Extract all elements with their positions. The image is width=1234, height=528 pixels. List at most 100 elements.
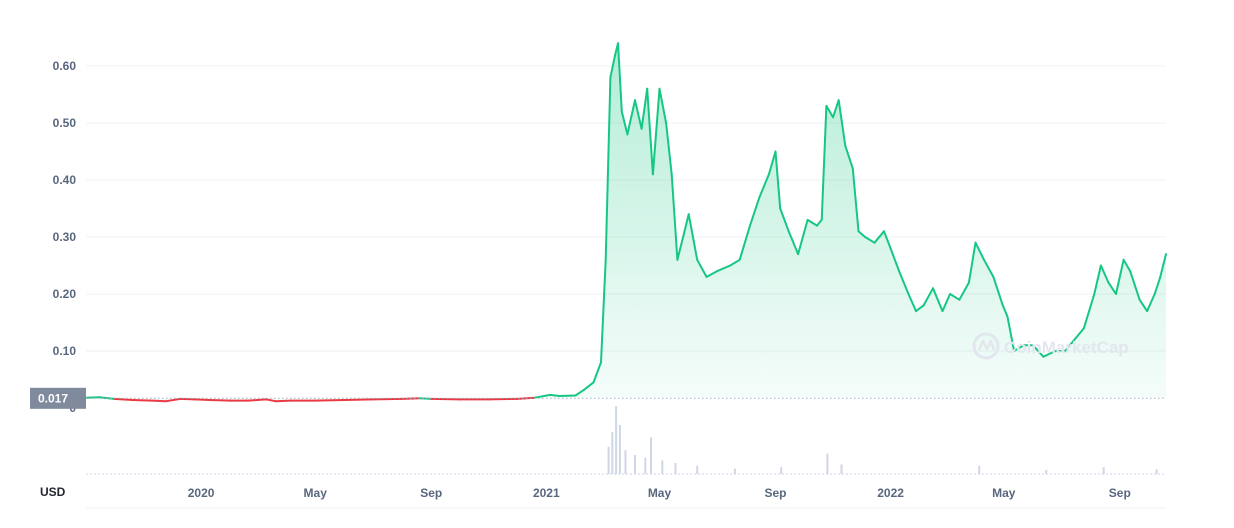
price-segment: [696, 258, 708, 278]
volume-bar: [650, 437, 652, 474]
price-area: [86, 43, 1166, 402]
price-segment: [949, 293, 961, 301]
price-segment: [749, 196, 761, 227]
volume-bar: [696, 465, 699, 474]
price-segment: [837, 99, 847, 147]
price-segment: [816, 218, 823, 227]
volume-bar: [1155, 469, 1158, 474]
y-tick-label: 0.40: [53, 173, 77, 187]
volume-bar: [634, 455, 636, 474]
price-segment: [738, 224, 751, 261]
price-segment: [758, 173, 770, 199]
price-segment: [274, 399, 292, 403]
price-segment: [1032, 344, 1045, 358]
price-segment: [1146, 293, 1156, 313]
price-segment: [716, 264, 732, 273]
price-segment: [941, 293, 951, 313]
price-segment: [558, 394, 577, 397]
price-segment: [864, 236, 876, 244]
volume-bar: [826, 453, 829, 474]
price-segment: [85, 396, 101, 399]
price-segment: [600, 258, 607, 364]
price-segment: [883, 230, 892, 250]
price-segment: [265, 398, 277, 403]
price-segment: [626, 99, 636, 136]
price-segment: [1129, 270, 1141, 301]
price-segment: [1001, 304, 1009, 318]
price-segment: [640, 87, 649, 130]
watermark: CoinMarketCap: [972, 332, 1129, 360]
price-segment: [825, 104, 834, 119]
price-segment: [806, 218, 818, 227]
price-segment: [915, 304, 925, 313]
price-segment: [687, 213, 699, 261]
price-segment: [208, 399, 232, 402]
volume-bar: [624, 450, 627, 474]
price-segment: [932, 287, 944, 313]
y-axis: 0.600.500.400.300.200.100: [53, 59, 77, 415]
x-tick-label: 2020: [188, 486, 215, 500]
price-segment: [1122, 258, 1132, 273]
x-tick-label: May: [992, 486, 1016, 500]
price-segment: [873, 230, 885, 244]
price-segment: [774, 150, 782, 210]
volume-bar: [780, 467, 783, 474]
volume-bars: [607, 406, 1158, 474]
price-segment: [165, 397, 182, 403]
price-segment: [967, 241, 977, 284]
price-segment: [787, 230, 800, 256]
price-segment: [1006, 315, 1016, 352]
y-tick-label: 0.10: [53, 344, 77, 358]
price-segment: [1082, 293, 1096, 330]
price-segment: [767, 150, 777, 176]
price-segment: [832, 99, 840, 119]
price-segment: [343, 398, 374, 401]
coinmarketcap-logo-icon: [972, 332, 1000, 360]
price-segment: [983, 258, 995, 278]
price-segment: [922, 287, 934, 307]
price-segment: [1153, 275, 1162, 295]
price-segment: [1115, 258, 1125, 295]
x-axis: 2020 May Sep 2021 May Sep 2022 May Sep: [188, 486, 1131, 500]
x-tick-label: May: [304, 486, 328, 500]
x-tick-label: May: [648, 486, 672, 500]
price-segment: [665, 122, 673, 176]
price-segment: [1159, 253, 1167, 278]
price-segment: [131, 399, 153, 402]
price-segment: [604, 76, 612, 261]
price-segment: [617, 42, 623, 113]
price-segment: [1073, 327, 1085, 341]
y-tick-label: 0.60: [53, 59, 77, 73]
baseline-marker: 0.017: [30, 387, 1166, 409]
price-segment: [549, 393, 561, 397]
price-segment: [705, 270, 718, 278]
volume-bar: [607, 446, 610, 474]
price-segment: [797, 218, 809, 256]
volume-bar: [615, 406, 618, 474]
price-segment: [651, 87, 661, 176]
price-segment: [1042, 350, 1057, 358]
price-segment: [907, 293, 917, 313]
price-segment: [646, 87, 654, 176]
price-segment: [634, 99, 643, 130]
volume-bar: [978, 465, 981, 474]
price-segment: [658, 87, 668, 124]
price-segment: [1093, 264, 1102, 295]
watermark-text: CoinMarketCap: [1004, 338, 1129, 357]
y-tick-label: 0.20: [53, 287, 77, 301]
price-segment: [1013, 344, 1025, 352]
price-segment: [992, 275, 1004, 307]
price-segment: [314, 399, 346, 402]
volume-bar: [840, 464, 843, 474]
volume-bar: [1045, 469, 1048, 474]
currency-label: USD: [40, 485, 66, 499]
price-segment: [682, 213, 690, 238]
price-segment: [583, 381, 595, 391]
price-segment: [371, 397, 403, 401]
volume-bar: [661, 460, 664, 474]
volume-bar: [644, 457, 647, 474]
baseline-label-box: [30, 387, 86, 409]
price-segment: [779, 207, 790, 233]
price-segment: [958, 281, 970, 301]
